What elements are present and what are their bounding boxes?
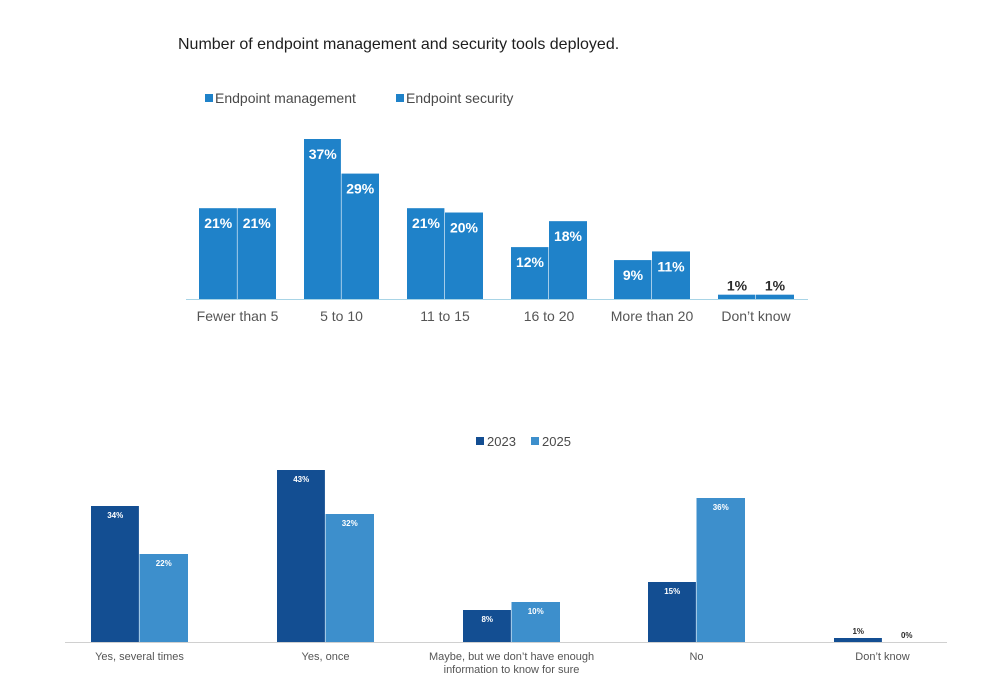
bar-endpoint-security-6 (756, 294, 794, 299)
x-tick-label: Yes, once (302, 651, 350, 663)
bar-2023-5 (834, 638, 882, 642)
data-label: 36% (713, 503, 729, 512)
x-tick-label: Don’t know (855, 651, 909, 663)
bar-2023-3 (463, 610, 511, 642)
data-label: 20% (450, 220, 479, 236)
x-tick-label: No (689, 651, 703, 663)
data-label: 21% (204, 215, 233, 231)
bar-endpoint-security-5 (652, 251, 690, 299)
data-label: 15% (664, 587, 680, 596)
legend-label: 2025 (542, 434, 571, 449)
bar-2023-4 (648, 582, 696, 642)
bar-endpoint-security-4 (549, 221, 587, 299)
x-tick-label: Fewer than 5 (197, 308, 279, 324)
data-label: 29% (346, 181, 375, 197)
data-label: 1% (852, 627, 864, 636)
data-label: 37% (309, 146, 338, 162)
chart-2: 34% 22% Yes, several times 43% 32% Yes, once 8… (65, 434, 947, 676)
data-label: 12% (516, 254, 545, 270)
bar-endpoint-security-1 (237, 208, 276, 299)
legend-label: Endpoint management (215, 90, 356, 106)
data-label: 21% (412, 215, 441, 231)
bar-2025-4 (696, 498, 745, 642)
x-tick-label: information to know for sure (444, 664, 580, 676)
bar-endpoint-management-1 (199, 208, 237, 299)
legend-label: 2023 (487, 434, 516, 449)
legend-label: Endpoint security (406, 90, 513, 106)
chart-1: 21% 21% Fewer than 5 37% 29% 5 to 10 21% 20% 11 … (186, 90, 808, 324)
bar-2023-2 (277, 470, 325, 642)
bar-endpoint-security-3 (445, 212, 483, 299)
bar-endpoint-management-4 (511, 247, 549, 299)
data-label: 21% (243, 215, 272, 231)
legend-swatch (531, 437, 539, 445)
bar-endpoint-management-3 (407, 208, 445, 299)
x-tick-label: 11 to 15 (420, 308, 470, 324)
chart-title: Number of endpoint management and securi… (178, 36, 620, 53)
data-label: 9% (623, 267, 644, 283)
data-label: 0% (901, 631, 913, 640)
x-tick-label: More than 20 (611, 308, 694, 324)
data-label: 8% (481, 615, 493, 624)
x-tick-label: Don’t know (721, 308, 791, 324)
legend-swatch (205, 94, 213, 102)
bar-endpoint-security-2 (341, 173, 379, 299)
bar-2025-2 (325, 514, 374, 642)
bar-endpoint-management-2 (304, 139, 341, 299)
bar-2023-1 (91, 506, 139, 642)
data-label: 11% (657, 258, 685, 274)
x-tick-label: Maybe, but we don’t have enough (429, 651, 594, 663)
bar-2025-3 (511, 602, 560, 642)
data-label: 32% (342, 519, 358, 528)
x-tick-label: Yes, several times (95, 651, 184, 663)
x-tick-label: 5 to 10 (320, 308, 363, 324)
data-label: 34% (107, 511, 123, 520)
bar-2025-1 (139, 554, 188, 642)
data-label: 22% (156, 559, 172, 568)
data-label: 10% (528, 607, 544, 616)
bar-endpoint-management-6 (718, 294, 756, 299)
data-label: 43% (293, 475, 309, 484)
x-tick-label: 16 to 20 (524, 308, 575, 324)
legend-swatch (476, 437, 484, 445)
data-label: 18% (554, 228, 583, 244)
data-label: 1% (727, 278, 748, 294)
legend-swatch (396, 94, 404, 102)
data-label: 1% (765, 278, 786, 294)
bar-endpoint-management-5 (614, 260, 652, 299)
